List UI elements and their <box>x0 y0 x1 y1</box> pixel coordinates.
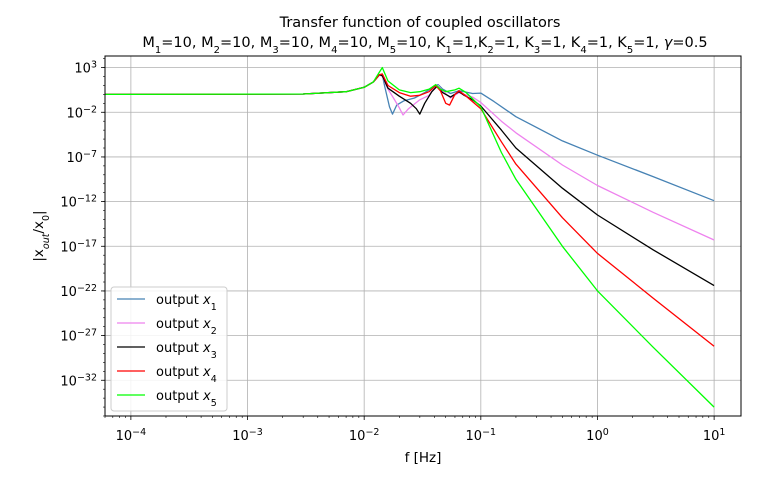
x-tick-label: 10−2 <box>349 427 380 445</box>
y-tick-label: 10−2 <box>66 104 97 122</box>
legend-box <box>110 286 228 412</box>
chart-subtitle: M1=10, M2=10, M3=10, M4=10, M5=10, K1=1,… <box>142 35 707 56</box>
x-tick-label: 10−1 <box>466 427 497 445</box>
y-axis-ticks: 103 10−2 10−7 10−12 10−17 10−22 10−27 10−32 <box>60 58 105 417</box>
x-axis-ticks: 10−4 10−3 10−2 10−1 100 101 <box>104 416 726 445</box>
legend-label-x2: output x2 <box>156 317 217 337</box>
x-axis-label: f [Hz] <box>405 450 442 466</box>
y-tick-label: 10−32 <box>60 372 97 390</box>
y-tick-label: 10−27 <box>60 327 97 345</box>
x-tick-label: 10−4 <box>116 427 147 445</box>
y-tick-label: 10−7 <box>66 148 97 166</box>
y-tick-label: 103 <box>74 59 97 77</box>
chart-title: Transfer function of coupled oscillators <box>279 15 561 31</box>
series-lines <box>104 66 715 408</box>
x-tick-label: 100 <box>586 427 609 445</box>
x-tick-label: 101 <box>703 427 726 445</box>
y-tick-label: 10−17 <box>60 238 97 256</box>
y-axis-label: |xout/x0| <box>31 210 52 261</box>
legend-label-x4: output x4 <box>156 365 217 385</box>
legend-label-x1: output x1 <box>156 293 217 313</box>
series-line-x5 <box>104 66 715 408</box>
legend: output x1 output x2 output x3 output x4 outp… <box>110 286 228 412</box>
y-tick-label: 10−12 <box>60 193 97 211</box>
legend-label-x5: output x5 <box>156 389 217 409</box>
legend-label-x3: output x3 <box>156 341 217 361</box>
plot-frame <box>104 55 742 417</box>
y-tick-label: 10−22 <box>60 282 97 300</box>
x-tick-label: 10−3 <box>232 427 263 445</box>
